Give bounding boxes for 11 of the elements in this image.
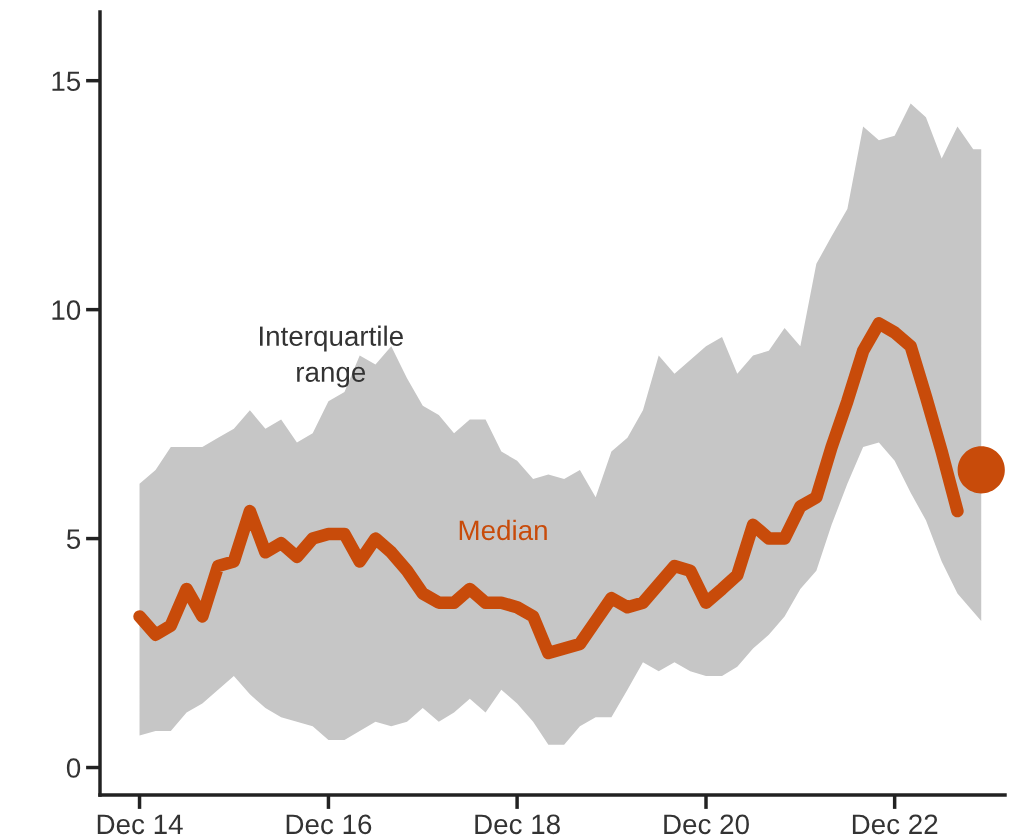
y-tick-label: 10 [52, 300, 81, 320]
annotation: Interquartile range [260, 325, 403, 388]
x-tick-label: Dec 18 [475, 814, 560, 835]
x-tick-label: Dec 22 [852, 814, 938, 835]
series-label: Median [459, 519, 547, 541]
x-tick-label: Dec 14 [97, 814, 183, 835]
y-tick-label: 5 [66, 529, 81, 549]
y-tick-label: 15 [52, 71, 81, 92]
x-tick-label: Dec 20 [664, 814, 749, 835]
x-tick-label: Dec 16 [286, 814, 372, 835]
y-tick-label: 0 [66, 758, 81, 778]
